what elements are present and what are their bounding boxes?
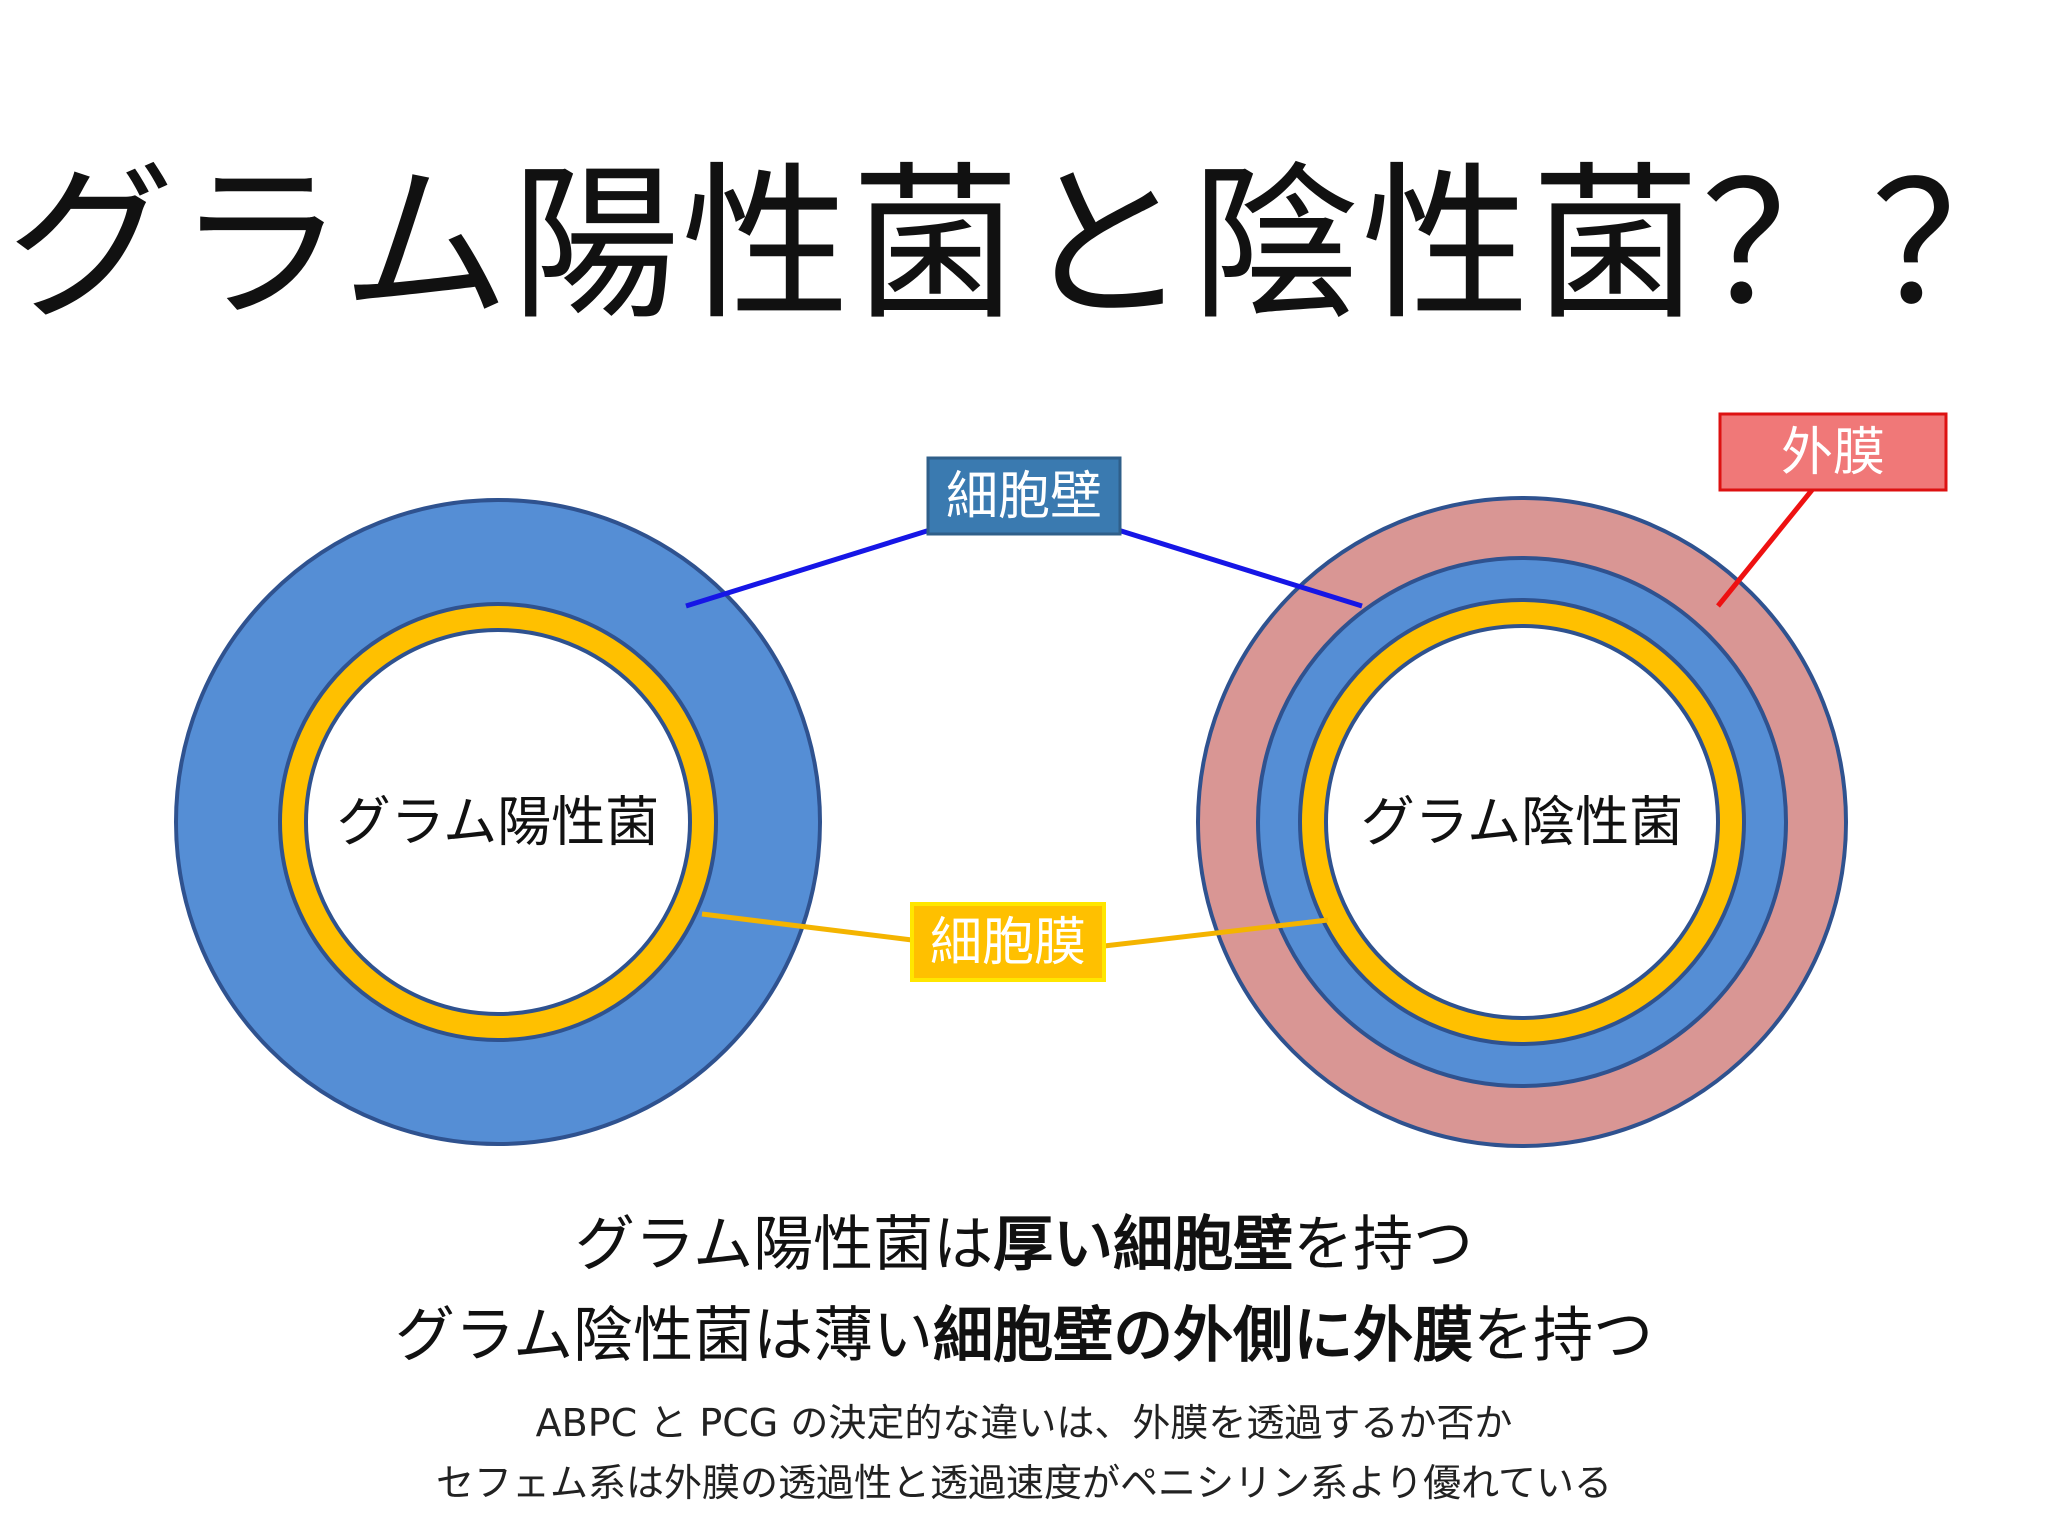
gram-negative-cell: グラム陰性菌 — [1196, 496, 1848, 1148]
description-line-1-part-2: を持つ — [1293, 1210, 1474, 1280]
cell-membrane-line-right — [1103, 917, 1329, 949]
cell-wall-callout: 細胞壁 — [926, 456, 1122, 536]
description-line-2-bold: 細胞壁の外側に外膜 — [933, 1301, 1474, 1371]
description-line-4: セフェム系は外膜の透過性と透過速度がペニシリン系より優れている — [435, 1461, 1613, 1505]
slide-title: グラム陽性菌と陰性菌？？ — [6, 147, 2042, 343]
description-line-1-bold: 厚い細胞壁 — [993, 1210, 1294, 1280]
negative-cytoplasm — [1324, 624, 1720, 1020]
description-line-2-part-1: グラム陰性菌は薄い — [394, 1301, 934, 1371]
cell-wall-callout-box — [926, 456, 1122, 536]
cell-membrane-callout-box — [910, 902, 1106, 982]
outer-membrane-callout-box — [1718, 412, 1948, 492]
cell-wall-line-left — [685, 527, 931, 609]
outer-membrane-callout-text: 外膜 — [1781, 423, 1885, 483]
outer-membrane-line — [1716, 488, 1814, 608]
negative-cell-label: グラム陰性菌 — [1361, 791, 1683, 854]
description-line-3: ABPC と PCG の決定的な違いは、外膜を透過するか否か — [535, 1401, 1513, 1445]
cell-wall-callout-text: 細胞壁 — [946, 467, 1102, 527]
positive-cytoplasm — [304, 628, 692, 1016]
cell-membrane-callout-text: 細胞膜 — [930, 913, 1086, 973]
cell-wall-line-right — [1117, 527, 1363, 609]
gram-positive-cell: グラム陽性菌 — [174, 498, 822, 1146]
description-line-2-part-2: を持つ — [1473, 1301, 1654, 1371]
cell-membrane-callout: 細胞膜 — [910, 902, 1106, 982]
description-line-1: グラム陽性菌は厚い細胞壁を持つ — [0, 1205, 2048, 1285]
description-line-2: グラム陰性菌は薄い細胞壁の外側に外膜を持つ — [0, 1296, 2048, 1376]
positive-cell-label: グラム陽性菌 — [337, 791, 659, 854]
description-line-1-part-1: グラム陽性菌は — [574, 1210, 994, 1280]
outer-membrane-callout: 外膜 — [1718, 412, 1948, 492]
cell-membrane-line-left — [701, 911, 913, 943]
